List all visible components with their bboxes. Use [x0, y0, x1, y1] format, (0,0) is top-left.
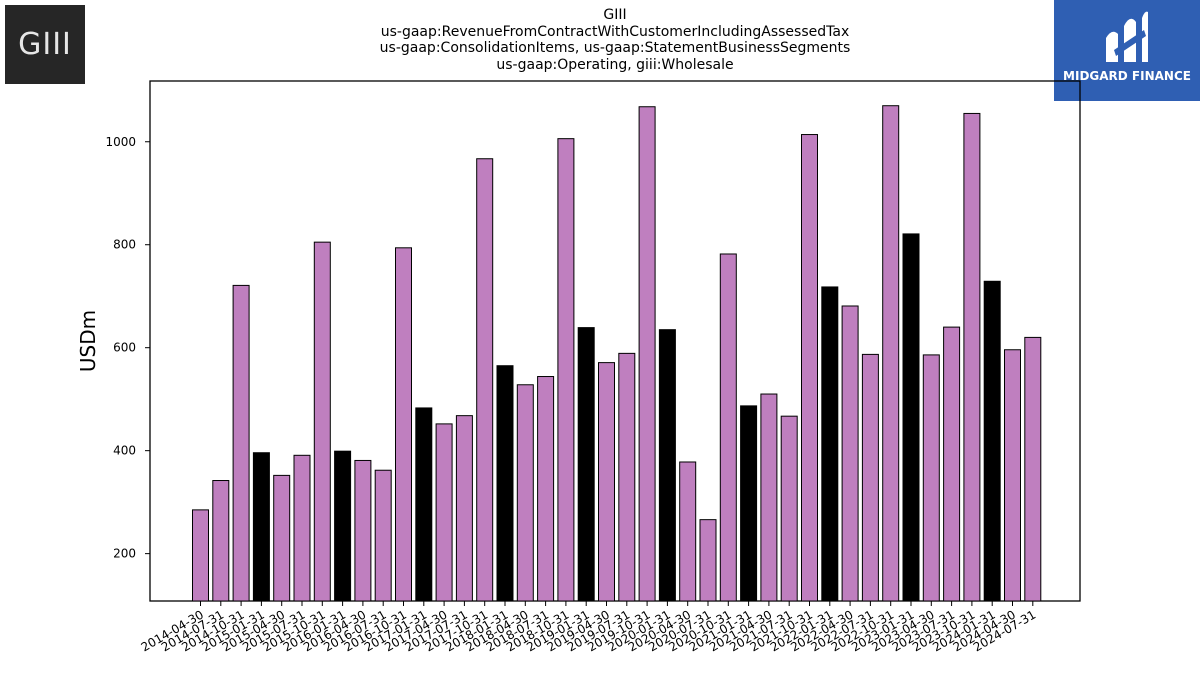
- bar-2018-04-30: [516, 384, 534, 602]
- y-tick-label: 800: [113, 238, 136, 252]
- bar-2018-01-31: [496, 365, 514, 602]
- bar-2017-10-31: [476, 158, 494, 602]
- bar-2021-10-31: [801, 134, 818, 602]
- bar-2019-10-31: [638, 106, 656, 602]
- bar-2015-01-31: [252, 452, 270, 602]
- bar-2024-01-31: [983, 280, 1001, 602]
- chart-title: GIII us-gaap:RevenueFromContractWithCust…: [315, 7, 915, 73]
- y-axis: 200 400 600 800 1000: [105, 135, 150, 561]
- chart-title-line-4: us-gaap:Operating, giii:Wholesale: [496, 56, 734, 73]
- y-axis-label: USDm: [76, 310, 100, 372]
- bar-2018-07-31: [537, 376, 555, 602]
- midgard-brand-text: MIDGARD FINANCE: [1063, 69, 1191, 83]
- bar-2017-07-31: [455, 415, 473, 602]
- bar-2016-10-31: [395, 247, 412, 602]
- bar-2014-07-31: [212, 480, 230, 602]
- bar-2020-10-31: [719, 253, 737, 602]
- y-tick-label: 400: [113, 444, 136, 458]
- x-axis: 2014-04-302014-07-312014-10-312015-01-31…: [139, 601, 1038, 654]
- bar-2022-07-31: [861, 353, 879, 602]
- chart-title-line-3: us-gaap:ConsolidationItems, us-gaap:Stat…: [379, 40, 851, 56]
- bar-2015-07-31: [293, 454, 311, 602]
- y-tick-label: 1000: [105, 135, 136, 149]
- bar-2021-07-31: [780, 415, 798, 602]
- bar-2022-10-31: [882, 105, 900, 602]
- bar-2024-04-30: [1004, 349, 1021, 602]
- midgard-finance-logo: MIDGARD FINANCE: [1054, 0, 1200, 101]
- bar-2014-10-31: [232, 284, 250, 602]
- bar-2021-01-31: [740, 405, 758, 602]
- bar-2022-04-30: [841, 305, 859, 602]
- bar-2023-01-31: [902, 233, 920, 602]
- bar-2021-04-30: [760, 393, 778, 602]
- giii-logo-text: GIII: [18, 27, 72, 62]
- bar-2015-04-30: [273, 474, 291, 602]
- y-tick-label: 600: [113, 341, 136, 355]
- bar-2015-10-31: [313, 241, 331, 602]
- chart-title-line-2: us-gaap:RevenueFromContractWithCustomerI…: [380, 23, 850, 40]
- bar-2019-04-30: [598, 362, 615, 602]
- bar-2018-10-31: [557, 138, 575, 602]
- bar-2017-04-30: [435, 423, 453, 602]
- bar-2016-01-31: [334, 450, 352, 602]
- giii-logo: GIII: [5, 5, 85, 84]
- bar-2020-04-30: [679, 461, 697, 602]
- bar-2023-07-31: [943, 326, 961, 602]
- y-tick-label: 200: [113, 547, 136, 561]
- bar-2019-01-31: [577, 327, 595, 602]
- bar-2022-01-31: [821, 286, 839, 602]
- bar-2020-07-31: [699, 519, 717, 602]
- midgard-emblem-icon: [1106, 11, 1148, 63]
- bar-2024-07-31: [1024, 336, 1042, 602]
- bar-2016-04-30: [354, 459, 372, 602]
- bar-2020-01-31: [658, 329, 676, 602]
- bar-2019-07-31: [618, 352, 636, 602]
- chart-title-line-1: GIII: [603, 7, 627, 23]
- bar-2014-04-30: [192, 509, 209, 602]
- bar-2023-10-31: [963, 112, 981, 602]
- bars-group: [192, 105, 1042, 602]
- bar-2016-07-31: [374, 469, 392, 602]
- bar-2017-01-31: [415, 407, 433, 602]
- bar-2023-04-30: [922, 354, 940, 602]
